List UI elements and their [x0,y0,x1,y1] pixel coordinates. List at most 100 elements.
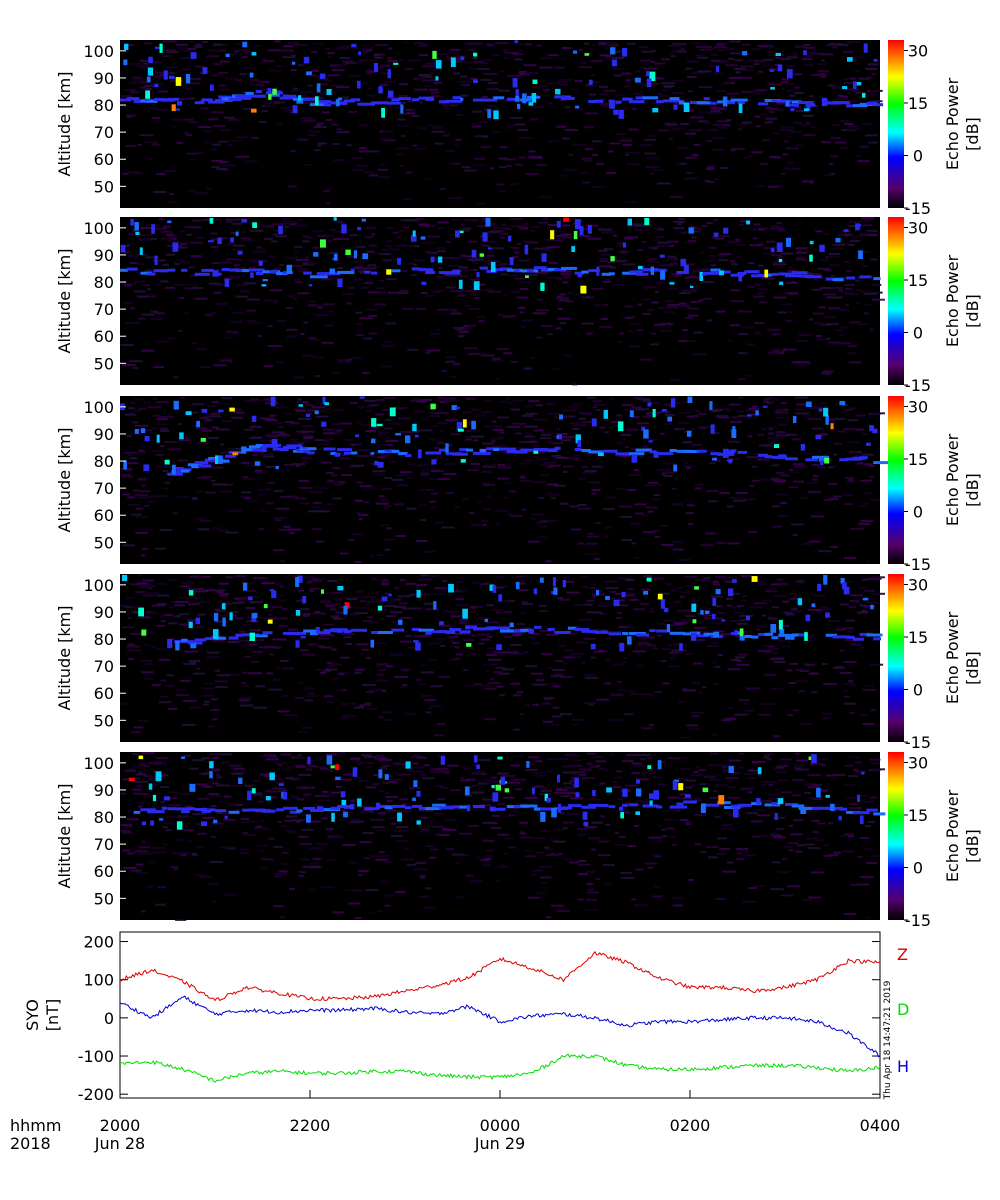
noise-cell [464,169,477,172]
noise-cell [700,850,707,853]
echo-cell [588,100,595,103]
noise-cell [736,244,746,246]
noise-cell [255,685,265,688]
noise-cell [124,451,138,454]
noise-cell [211,166,220,169]
noise-cell [514,277,527,280]
noise-cell [850,527,864,530]
echo-cell [173,400,179,410]
noise-cell [249,601,263,604]
echo-cell [517,104,521,110]
echo-cell [609,101,615,109]
noise-cell [813,475,820,478]
noise-cell [634,229,643,232]
noise-cell [546,519,559,522]
noise-cell [685,306,693,309]
noise-cell [560,270,572,273]
noise-cell [302,401,309,404]
noise-cell [305,412,312,415]
noise-cell [665,583,672,586]
noise-cell [466,398,477,400]
noise-cell [423,550,435,553]
noise-cell [241,66,255,69]
echo-cell [558,434,563,440]
noise-cell [804,783,819,786]
noise-cell [402,630,407,633]
noise-cell [290,150,297,152]
noise-cell [760,427,766,430]
noise-cell [562,415,576,418]
noise-cell [458,331,469,334]
noise-cell [421,469,431,472]
noise-cell [285,109,297,112]
noise-cell [803,134,816,137]
noise-cell [389,778,403,781]
noise-cell [368,689,379,692]
noise-cell [719,235,730,238]
noise-cell [782,800,787,803]
echo-cell [785,103,799,107]
noise-cell [240,696,252,699]
noise-cell [460,254,466,256]
noise-cell [807,786,819,789]
noise-cell [230,332,240,335]
noise-cell [524,72,539,75]
noise-cell [134,256,140,259]
echo-cell [778,454,787,458]
echo-cell [371,101,384,105]
echo-cell [520,448,537,452]
noise-cell [148,495,161,498]
noise-cell [869,796,877,799]
echo-cell [286,444,303,448]
noise-cell [739,224,744,226]
echo-cell [235,633,243,637]
noise-cell [140,450,146,453]
echo-cell [683,102,690,112]
noise-cell [369,855,383,858]
noise-cell [186,619,200,622]
noise-cell [251,660,259,663]
noise-cell [201,687,215,690]
noise-cell [498,436,504,439]
noise-cell [415,78,424,81]
noise-cell [323,303,335,306]
noise-cell [528,400,540,403]
noise-cell [420,472,430,475]
noise-cell [425,711,432,714]
noise-cell [244,428,254,431]
echo-cell [513,269,520,273]
noise-cell [599,98,605,101]
noise-cell [260,61,265,64]
noise-cell [695,483,704,486]
echo-cell [825,633,838,637]
echo-cell [492,585,497,593]
noise-cell [585,148,593,151]
noise-cell [425,887,432,890]
noise-cell [462,498,470,501]
noise-cell [442,103,455,106]
noise-cell [126,116,132,118]
noise-cell [536,309,550,312]
echo-cell [556,221,561,228]
noise-cell [751,580,765,583]
noise-cell [470,408,482,411]
noise-cell [671,487,677,490]
echo-cell [840,578,845,584]
noise-cell [381,690,387,693]
noise-cell [156,603,168,605]
noise-cell [353,266,363,269]
echo-cell [778,272,793,276]
noise-cell [397,59,404,62]
noise-cell [502,49,509,52]
noise-cell [686,76,697,78]
noise-cell [299,502,310,505]
noise-cell [242,671,250,674]
noise-cell [515,432,522,435]
noise-cell [245,607,256,609]
noise-cell [855,323,869,326]
noise-cell [322,592,333,594]
noise-cell [148,611,159,614]
noise-cell [763,64,773,67]
noise-cell [536,851,545,854]
